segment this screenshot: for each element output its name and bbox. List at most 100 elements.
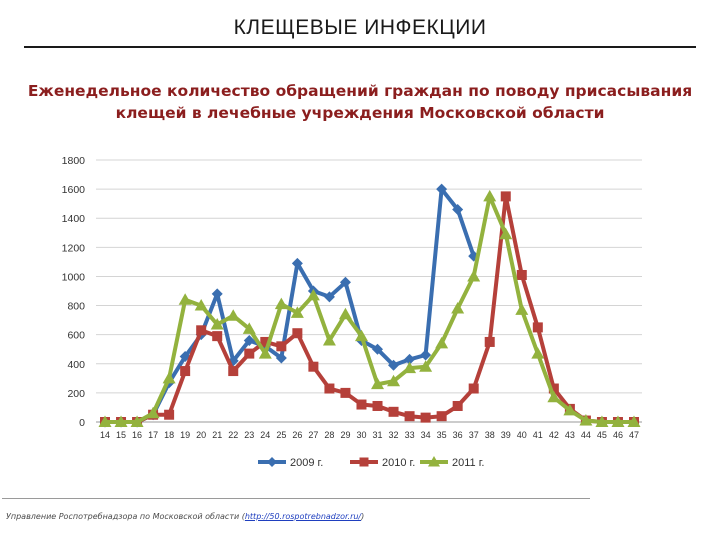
legend-label-1: 2009 г. [290,457,323,469]
data-point-2009 [243,334,255,346]
data-point-2011 [130,415,144,427]
x-tick-label: 18 [164,430,174,440]
x-tick-label: 40 [517,430,527,440]
data-point-2011 [483,189,497,202]
data-point-2010 [484,336,495,347]
footer-divider [2,498,590,499]
x-tick-label: 16 [132,430,142,440]
x-tick-label: 36 [453,430,463,440]
data-point-2011 [258,347,272,359]
data-point-2009 [436,183,448,195]
data-point-2010 [436,411,447,422]
chart-title: Еженедельное количество обращений гражда… [20,80,700,124]
data-point-2011 [531,347,545,359]
legend-label-2: 2010 г. [382,457,415,469]
data-point-2009 [452,203,464,215]
data-point-2009 [372,343,384,355]
data-point-2011 [387,374,401,387]
data-point-2009 [291,257,303,269]
data-point-2011 [338,307,352,320]
x-tick-label: 21 [212,430,222,440]
data-point-2010 [420,412,431,423]
y-tick-label: 1600 [62,184,86,196]
x-tick-label: 19 [180,430,190,440]
data-point-2010 [516,269,527,280]
legend-label-3: 2011 г. [452,457,484,469]
data-point-2010 [372,400,383,411]
source-text: Управление Роспотребнадзора по Московско… [6,512,245,521]
data-point-2009 [323,291,335,303]
title-divider [24,46,696,48]
data-point-2011 [499,227,513,240]
data-point-2011 [162,371,176,384]
x-tick-label: 27 [308,430,318,440]
data-point-2009 [388,359,400,371]
y-tick-label: 1200 [62,242,86,254]
x-tick-label: 41 [533,430,543,440]
x-tick-label: 22 [228,430,238,440]
data-point-2011 [226,309,240,321]
data-point-2011 [627,415,641,427]
data-point-2010 [276,341,287,352]
data-point-2011 [178,293,192,305]
data-point-2011 [354,329,368,342]
data-point-2011 [322,333,336,346]
x-tick-label: 29 [340,430,350,440]
data-point-2011 [306,288,320,301]
slide-title: КЛЕЩЕВЫЕ ИНФЕКЦИИ [233,16,487,39]
y-tick-label: 800 [67,301,85,313]
data-point-2011 [403,361,417,374]
x-tick-label: 28 [324,430,334,440]
data-point-2010 [164,409,175,420]
legend-marker-2011 [428,456,440,467]
x-tick-label: 34 [421,430,431,440]
y-tick-label: 1800 [62,155,86,167]
series-line-2 [103,194,636,424]
x-tick-label: 47 [629,430,639,440]
data-point-2010 [452,400,463,411]
data-point-2010 [212,331,223,342]
y-tick-label: 0 [79,417,85,429]
data-point-2010 [356,399,367,410]
data-point-2011 [515,303,529,315]
legend-marker-2009 [267,457,277,467]
data-point-2010 [468,383,479,394]
data-point-2009 [420,349,432,361]
legend-marker-2010 [359,457,369,467]
data-point-2011 [114,415,128,427]
chart-title-line-1: Еженедельное количество обращений гражда… [27,82,693,100]
data-point-2010 [500,191,511,202]
x-tick-label: 14 [100,430,110,440]
x-tick-label: 37 [469,430,479,440]
x-tick-label: 30 [356,430,366,440]
data-point-2010 [340,387,351,398]
data-point-2010 [180,366,191,377]
data-point-2011 [210,317,224,330]
x-tick-label: 33 [405,430,415,440]
x-tick-label: 35 [437,430,447,440]
data-point-2010 [324,383,335,394]
data-point-2011 [563,403,577,416]
data-point-2011 [98,415,112,427]
data-point-2010 [196,325,207,336]
data-point-2011 [290,306,304,318]
data-point-2010 [404,411,415,422]
data-point-2011 [419,360,433,372]
chart-title-line-2: клещей в лечебные учреждения Московской … [115,104,605,122]
data-point-2011 [451,301,465,314]
data-point-2009 [275,352,287,364]
x-tick-label: 42 [549,430,559,440]
source-link[interactable]: http://50.rospotrebnadzor.ru/ [244,512,362,521]
data-point-2011 [595,415,609,427]
data-point-2010 [228,366,239,377]
x-tick-label: 25 [276,430,286,440]
data-point-2010 [292,328,303,339]
data-point-2011 [611,415,625,427]
source-text-end: ) [361,512,365,521]
data-point-2011 [274,297,288,310]
data-point-2010 [532,322,543,333]
data-point-2011 [579,414,593,426]
data-point-2011 [194,299,208,311]
x-tick-label: 38 [485,430,495,440]
